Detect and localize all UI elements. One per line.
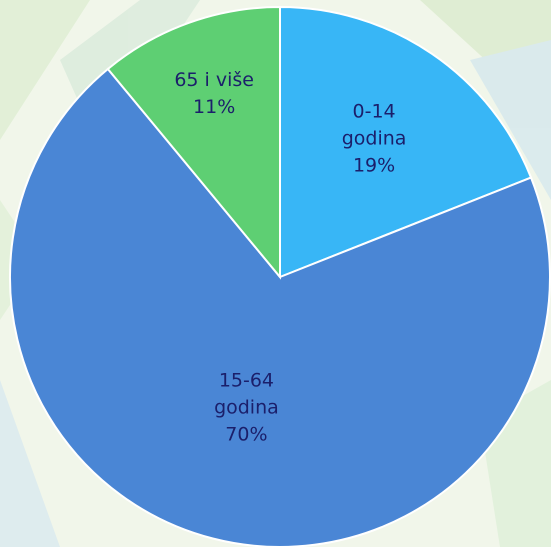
value-label: 19% <box>329 152 419 179</box>
category-label: 15-64 godina <box>201 367 291 421</box>
value-label: 70% <box>201 421 291 448</box>
category-label: 0-14 godina <box>329 98 419 152</box>
category-label: 65 i više <box>149 67 279 94</box>
value-label: 11% <box>149 94 279 121</box>
page: {"chart_data": {"type": "pie", "categori… <box>0 0 551 547</box>
